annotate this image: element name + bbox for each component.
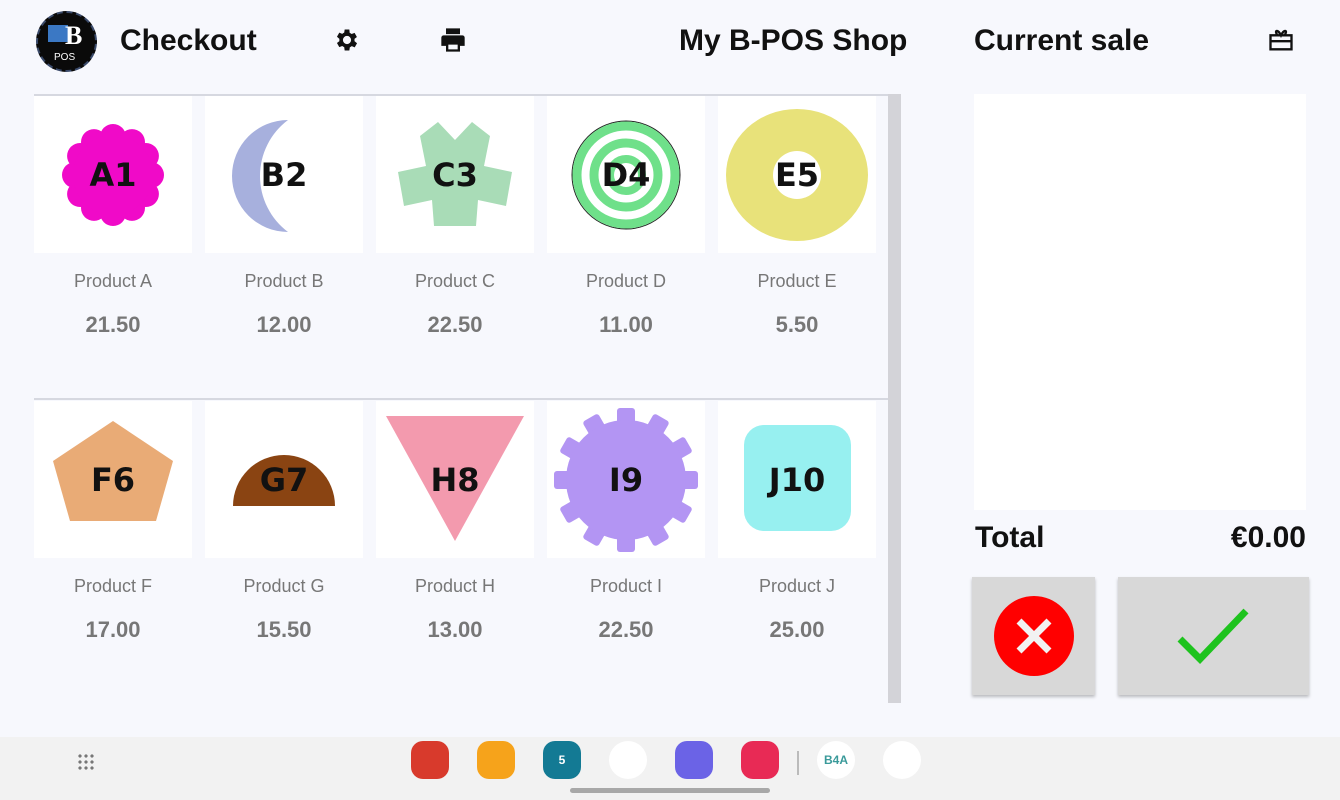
product-tile[interactable]: E5 Product E 5.50 (718, 96, 876, 338)
product-name: Product I (589, 576, 663, 596)
product-code: E5 (774, 155, 820, 194)
gear-shape (554, 408, 698, 552)
triangle-down-shape (386, 416, 524, 541)
rounded-square-shape (744, 425, 851, 531)
product-code: C3 (432, 155, 478, 194)
product-code: J10 (768, 460, 826, 499)
settings-gear-icon[interactable] (333, 26, 361, 59)
gift-card-icon[interactable] (1266, 26, 1296, 59)
product-tile[interactable]: G7 Product G 15.50 (205, 401, 363, 643)
product-price: 15.50 (256, 617, 312, 642)
scrollbar[interactable] (888, 94, 901, 703)
product-tile[interactable]: J10 Product J 25.00 (718, 401, 876, 643)
shop-name: My B-POS Shop (679, 24, 908, 57)
product-code: A1 (89, 155, 137, 194)
product-name: Product C (414, 271, 496, 291)
files-app-icon[interactable] (477, 741, 515, 779)
product-code: I9 (608, 460, 644, 499)
current-sale-title: Current sale (974, 24, 1150, 57)
calendar-app-icon[interactable]: 5 (543, 741, 581, 779)
product-code: H8 (430, 460, 480, 499)
spiral-shape (571, 120, 681, 230)
notes-app-icon[interactable] (411, 741, 449, 779)
product-tile[interactable]: D4 Product D 11.00 (547, 96, 705, 338)
total-value: €0.00 (1230, 521, 1306, 554)
product-code: D4 (601, 155, 651, 194)
cross-star-shape (398, 122, 512, 226)
product-grid: A1 Product A 21.50 B2 Product B 12.00 C3… (34, 94, 888, 703)
product-code: G7 (259, 460, 309, 499)
product-tile[interactable]: F6 Product F 17.00 (34, 401, 192, 643)
confirm-sale-button[interactable] (1118, 577, 1309, 695)
product-name: Product F (73, 576, 153, 596)
product-name: Product D (585, 271, 667, 291)
product-name: Product B (244, 271, 324, 291)
moon-shape (232, 120, 288, 232)
sale-items-list (974, 94, 1306, 510)
divider (797, 751, 799, 775)
app-drawer-icon[interactable] (77, 753, 95, 771)
product-tile[interactable]: C3 Product C 22.50 (376, 96, 534, 338)
total-label: Total (975, 521, 1045, 554)
product-tile[interactable]: H8 Product H 13.00 (376, 401, 534, 643)
product-tile[interactable]: A1 Product A 21.50 (34, 96, 192, 338)
messages-app-icon[interactable] (609, 741, 647, 779)
product-price: 11.00 (599, 312, 653, 337)
checkmark-icon (1177, 608, 1249, 665)
cancel-sale-button[interactable] (972, 577, 1095, 695)
product-name: Product G (243, 576, 325, 596)
product-price: 17.00 (85, 617, 141, 642)
page-title: Checkout (120, 24, 257, 57)
b4a-app-icon[interactable]: B4A (817, 741, 855, 779)
pentagon-shape (53, 421, 173, 521)
product-price: 5.50 (775, 312, 819, 337)
internet-app-icon[interactable] (675, 741, 713, 779)
flower-shape (62, 124, 164, 226)
product-price: 13.00 (427, 617, 483, 642)
b4a-bridge-app-icon[interactable] (883, 741, 921, 779)
product-price: 22.50 (427, 312, 483, 337)
product-name: Product E (757, 271, 837, 291)
product-price: 12.00 (256, 312, 312, 337)
product-name: Product H (414, 576, 496, 596)
screen-recorder-app-icon[interactable] (741, 741, 779, 779)
product-price: 21.50 (85, 312, 141, 337)
product-code: B2 (260, 155, 308, 194)
donut-shape (726, 109, 868, 241)
app-label: 5 (558, 753, 566, 767)
product-price: 22.50 (598, 617, 654, 642)
product-name: Product A (73, 271, 153, 291)
product-code: F6 (90, 460, 136, 499)
product-tile[interactable]: B2 Product B 12.00 (205, 96, 363, 338)
half-circle-shape (233, 455, 335, 506)
printer-icon[interactable] (439, 26, 467, 59)
product-price: 25.00 (769, 617, 825, 642)
product-name: Product J (758, 576, 836, 596)
taskbar: 5 B4A (0, 737, 1340, 800)
product-tile[interactable]: I9 Product I 22.50 (547, 401, 705, 643)
app-logo: B POS (36, 11, 97, 72)
home-handle[interactable] (570, 788, 770, 793)
app-label: B4A (823, 753, 848, 767)
cancel-x-icon (993, 596, 1074, 676)
